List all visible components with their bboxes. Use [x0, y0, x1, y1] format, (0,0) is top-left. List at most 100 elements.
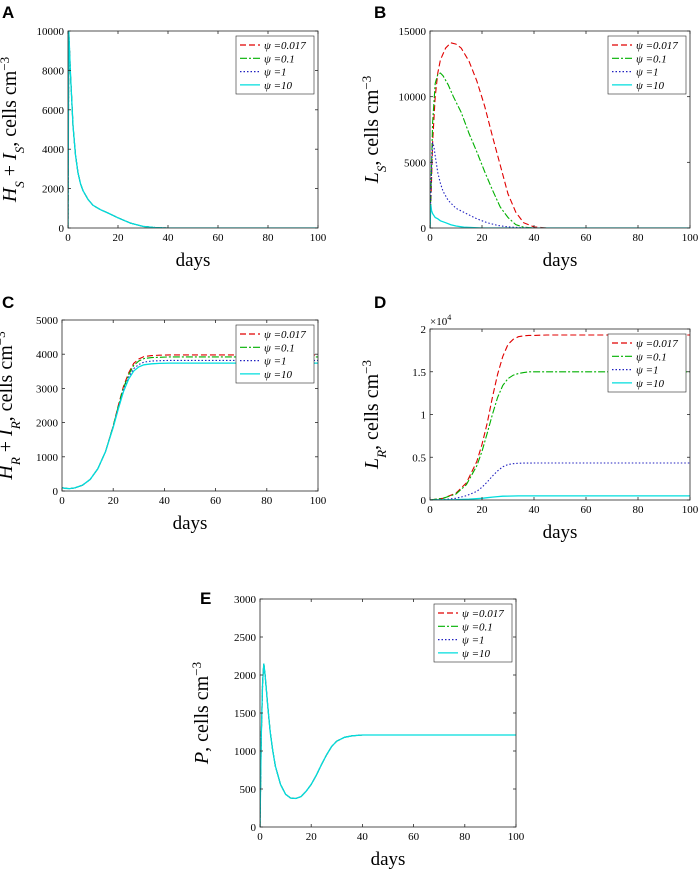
x-tick-label: 0 — [427, 232, 433, 244]
x-tick-label: 0 — [427, 504, 433, 516]
y-axis-label: HS + IS, cells cm−3 — [0, 57, 27, 203]
y-tick-label: 5000 — [404, 157, 427, 169]
x-axis-label: days — [543, 250, 578, 271]
y-tick-label: 1 — [421, 410, 427, 422]
series-group — [260, 663, 516, 827]
series-line-0 — [430, 42, 690, 228]
legend-label: ψ =1 — [264, 356, 287, 368]
series-line-0 — [430, 334, 690, 500]
series-group — [430, 334, 690, 500]
legend-label: ψ =1 — [264, 67, 287, 79]
legend-label: ψ =0.1 — [264, 342, 295, 354]
series-line-2 — [430, 142, 690, 228]
x-tick-label: 100 — [682, 504, 699, 516]
legend-label: ψ =0.017 — [264, 329, 306, 341]
axes-box — [67, 30, 319, 229]
x-tick-label: 0 — [65, 232, 71, 244]
x-tick-label: 60 — [213, 232, 225, 244]
x-tick-label: 40 — [529, 504, 541, 516]
x-tick-label: 20 — [477, 232, 489, 244]
y-tick-label: 1.5 — [412, 367, 426, 379]
panel-A: A 0 20 40 60 80 100 0 2000 4000 6000 8000 10000 days H… — [0, 3, 327, 271]
legend-label: ψ =10 — [636, 378, 665, 390]
panel-letter: D — [374, 293, 386, 312]
series-line-3 — [430, 495, 690, 500]
y-tick-label: 0 — [53, 486, 59, 498]
x-axis-label: days — [543, 522, 578, 543]
x-tick-label: 80 — [633, 232, 645, 244]
panel-C: C020406080100010002000300040005000daysHR… — [0, 293, 327, 534]
y-tick-label: 8000 — [42, 65, 65, 77]
y-tick-label: 2000 — [234, 670, 257, 682]
y-tick-label: 3000 — [234, 594, 257, 606]
x-tick-label: 20 — [113, 232, 125, 244]
legend-label: ψ =0.017 — [264, 40, 306, 52]
legend-label: ψ =1 — [462, 635, 485, 647]
axes-box — [429, 30, 691, 229]
x-tick-label: 40 — [529, 232, 541, 244]
y-tick-label: 0 — [421, 495, 427, 507]
y-tick-label: 2 — [421, 324, 427, 336]
x-axis-label: days — [176, 250, 211, 271]
series-line-1 — [260, 663, 516, 827]
x-tick-label: 60 — [581, 232, 593, 244]
x-tick-label: 60 — [210, 495, 222, 507]
y-tick-label: 6000 — [42, 105, 65, 117]
x-tick-label: 80 — [263, 232, 275, 244]
y-tick-label: 0 — [421, 223, 427, 235]
x-tick-label: 80 — [633, 504, 645, 516]
x-tick-label: 100 — [682, 232, 699, 244]
y-axis-label: HR + IR, cells cm−3 — [0, 331, 23, 480]
y-tick-label: 1500 — [234, 708, 257, 720]
legend-label: ψ =0.1 — [636, 351, 667, 363]
legend-label: ψ =0.017 — [462, 608, 504, 620]
series-line-1 — [430, 72, 690, 228]
series-line-2 — [430, 462, 690, 500]
x-tick-label: 100 — [508, 831, 525, 843]
y-tick-label: 5000 — [36, 315, 59, 327]
x-tick-label: 60 — [408, 831, 420, 843]
y-tick-label: 0.5 — [412, 452, 426, 464]
panel-letter: E — [200, 589, 211, 608]
y-tick-label: 15000 — [399, 26, 427, 38]
panel-B: B 0 20 40 60 80 100 0 5000 10000 15000 days LS, cell… — [359, 3, 699, 271]
series-group — [62, 354, 318, 490]
series-line-1 — [430, 371, 690, 500]
legend-label: ψ =0.1 — [264, 53, 295, 65]
y-tick-label: 500 — [240, 784, 257, 796]
legend-label: ψ =1 — [636, 67, 659, 79]
axes-box — [61, 319, 319, 492]
y-axis-label: LR, cells cm−3 — [359, 360, 389, 470]
legend-label: ψ =0.1 — [462, 621, 493, 633]
x-axis-label: days — [371, 849, 406, 870]
x-tick-label: 100 — [310, 232, 327, 244]
series-line-3 — [430, 204, 690, 228]
y-tick-label: 4000 — [36, 349, 59, 361]
series-line-2 — [260, 663, 516, 827]
y-tick-label: 4000 — [42, 144, 65, 156]
y-tick-label: 2000 — [36, 418, 59, 430]
legend-label: ψ =0.017 — [636, 40, 678, 52]
y-tick-label: 1000 — [234, 746, 257, 758]
y-tick-label: 1000 — [36, 452, 59, 464]
x-tick-label: 60 — [581, 504, 593, 516]
panel-D: D 0 20 40 60 80 100 0 0.5 1 1.5 2×104 days LR, cells … — [359, 293, 699, 543]
y-tick-label: 0 — [251, 822, 257, 834]
y-tick-label: 2000 — [42, 184, 65, 196]
series-line-3 — [260, 663, 516, 827]
series-line-2 — [62, 359, 318, 490]
x-tick-label: 40 — [163, 232, 175, 244]
x-tick-label: 20 — [477, 504, 489, 516]
x-tick-label: 40 — [159, 495, 171, 507]
panel-letter: B — [374, 3, 386, 22]
axis-multiplier: ×104 — [430, 313, 451, 328]
y-axis-label: P, cells cm−3 — [189, 662, 214, 765]
x-tick-label: 0 — [59, 495, 65, 507]
x-tick-label: 20 — [108, 495, 120, 507]
legend-label: ψ =0.017 — [636, 338, 678, 350]
x-tick-label: 100 — [310, 495, 327, 507]
